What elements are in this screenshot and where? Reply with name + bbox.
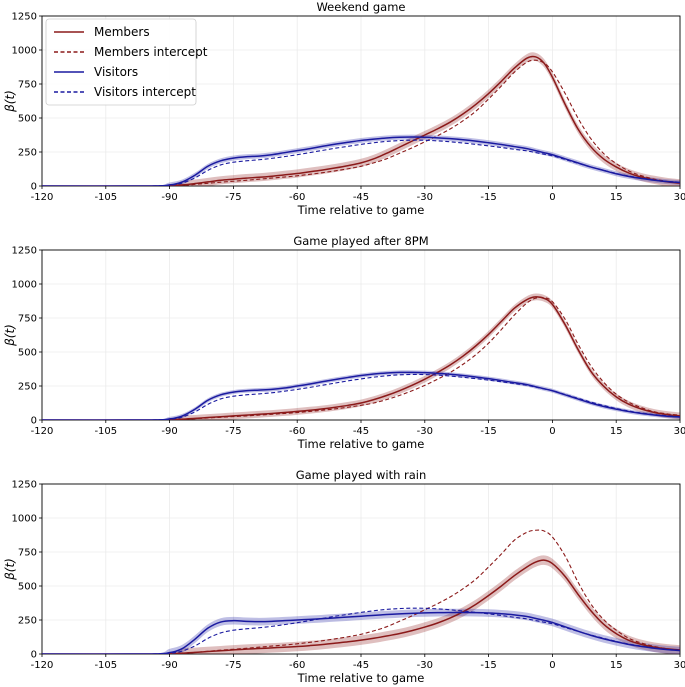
x-tick-label: -30 xyxy=(417,426,433,437)
x-tick-label: -75 xyxy=(225,426,241,437)
x-tick-label: 0 xyxy=(549,660,555,671)
x-tick-label: -15 xyxy=(480,192,496,203)
y-tick-label: 1250 xyxy=(12,246,37,257)
y-axis-label: β(t) xyxy=(3,558,17,581)
x-tick-label: -90 xyxy=(161,426,177,437)
x-tick-label: -75 xyxy=(225,660,241,671)
chart-title: Game played with rain xyxy=(296,468,427,482)
y-tick-label: 500 xyxy=(18,114,37,125)
figure: Weekend game -120 -105 -90 -75 -60 -45 -30 -15 0 1… xyxy=(0,0,685,687)
x-tick-label: -90 xyxy=(161,660,177,671)
x-tick-label: 30 xyxy=(674,426,685,437)
legend-label: Members xyxy=(94,25,150,39)
x-tick-label: -60 xyxy=(289,660,305,671)
y-axis-label: β(t) xyxy=(3,324,17,347)
chart-panel-1: Weekend game -120 -105 -90 -75 -60 -45 -30 -15 0 1… xyxy=(3,0,685,217)
x-tick-label: -45 xyxy=(353,192,369,203)
chart-panel-2: Game played after 8PM -120 -105 -90 -75 -60 -4… xyxy=(3,234,685,451)
legend-label: Visitors intercept xyxy=(94,85,196,99)
legend: Members Members intercept Visitors Visitors… xyxy=(46,19,208,105)
y-tick-label: 1250 xyxy=(12,480,37,491)
y-tick-label: 1000 xyxy=(12,46,37,57)
x-tick-label: -30 xyxy=(417,660,433,671)
chart-title: Weekend game xyxy=(316,0,405,14)
x-tick-label: -105 xyxy=(94,426,117,437)
x-tick-label: -15 xyxy=(480,426,496,437)
y-tick-label: 1000 xyxy=(12,280,37,291)
x-tick-label: -105 xyxy=(94,192,117,203)
x-tick-label: 15 xyxy=(610,660,623,671)
x-tick-label: -120 xyxy=(31,660,54,671)
x-tick-label: -105 xyxy=(94,660,117,671)
y-tick-label: 1000 xyxy=(12,514,37,525)
y-tick-label: 250 xyxy=(18,148,37,159)
x-tick-label: -90 xyxy=(161,192,177,203)
x-tick-label: 0 xyxy=(549,192,555,203)
x-tick-label: -45 xyxy=(353,426,369,437)
x-axis-label: Time relative to game xyxy=(297,203,425,217)
y-tick-label: 250 xyxy=(18,616,37,627)
y-tick-label: 500 xyxy=(18,348,37,359)
y-axis-label: β(t) xyxy=(3,90,17,113)
chart-panel-3: Game played with rain -120 -105 -90 -75 -60 -4… xyxy=(3,468,685,685)
y-tick-label: 1250 xyxy=(12,12,37,23)
legend-label: Visitors xyxy=(94,65,138,79)
y-tick-label: 500 xyxy=(18,582,37,593)
legend-label: Members intercept xyxy=(94,45,208,59)
x-tick-label: 30 xyxy=(674,192,685,203)
y-tick-label: 750 xyxy=(18,548,37,559)
x-tick-label: 15 xyxy=(610,192,623,203)
y-tick-label: 0 xyxy=(31,182,37,193)
x-tick-label: 0 xyxy=(549,426,555,437)
x-tick-label: -45 xyxy=(353,660,369,671)
x-tick-label: -75 xyxy=(225,192,241,203)
y-tick-label: 750 xyxy=(18,80,37,91)
y-tick-label: 250 xyxy=(18,382,37,393)
x-tick-label: 30 xyxy=(674,660,685,671)
x-tick-label: -60 xyxy=(289,426,305,437)
x-tick-label: -120 xyxy=(31,426,54,437)
x-tick-label: -30 xyxy=(417,192,433,203)
x-tick-label: -15 xyxy=(480,660,496,671)
x-axis-label: Time relative to game xyxy=(297,437,425,451)
y-tick-label: 0 xyxy=(31,416,37,427)
y-tick-label: 750 xyxy=(18,314,37,325)
x-tick-label: -60 xyxy=(289,192,305,203)
x-axis-label: Time relative to game xyxy=(297,671,425,685)
y-tick-label: 0 xyxy=(31,650,37,661)
x-tick-label: -120 xyxy=(31,192,54,203)
x-tick-label: 15 xyxy=(610,426,623,437)
chart-title: Game played after 8PM xyxy=(293,234,428,248)
